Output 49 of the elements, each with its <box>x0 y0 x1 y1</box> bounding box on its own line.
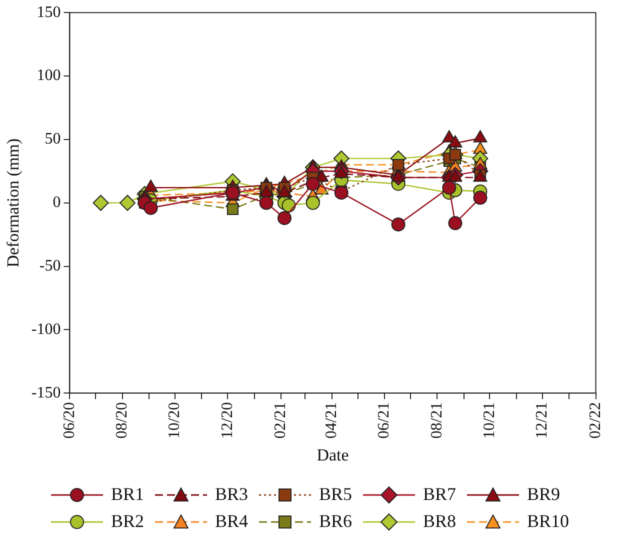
legend-label: BR10 <box>526 511 569 532</box>
point <box>448 135 462 148</box>
x-tick-label: 10/20 <box>166 402 184 439</box>
legend-label: BR1 <box>111 484 144 505</box>
y-tick-label: 150 <box>36 4 61 21</box>
x-tick-label: 10/21 <box>480 402 498 439</box>
point <box>120 194 136 211</box>
point <box>282 198 296 212</box>
point <box>392 159 404 171</box>
point <box>144 180 158 192</box>
x-tick-label: 02/22 <box>587 402 604 439</box>
x-tick-label: 08/20 <box>114 402 131 439</box>
y-tick-label: -100 <box>31 320 61 338</box>
point <box>334 186 348 200</box>
point <box>306 196 320 210</box>
legend-label: BR9 <box>527 484 560 505</box>
legend-label: BR6 <box>319 511 352 532</box>
point <box>442 180 456 195</box>
point <box>144 200 158 215</box>
point <box>391 217 406 232</box>
y-tick-label: 50 <box>44 130 61 148</box>
point <box>259 196 274 210</box>
point <box>473 190 488 205</box>
point <box>449 148 462 160</box>
x-tick-label: 12/21 <box>534 402 551 439</box>
legend-label: BR7 <box>423 484 456 505</box>
x-tick-label: 12/20 <box>218 402 236 439</box>
x-tick-label: 02/21 <box>272 402 290 439</box>
x-tick-label: 06/20 <box>60 402 78 439</box>
legend-label: BR5 <box>319 484 352 505</box>
y-tick-label: -50 <box>39 258 61 275</box>
x-axis-title: Date <box>316 445 349 464</box>
legend-label: BR4 <box>215 511 248 532</box>
x-tick-label: 04/21 <box>323 402 340 439</box>
legend-label: BR3 <box>215 484 248 505</box>
x-tick-label: 06/21 <box>376 402 393 439</box>
y-axis-title: Deformation (mm) <box>4 138 23 268</box>
y-tick-label: 0 <box>52 194 61 212</box>
x-tick-label: 08/21 <box>428 402 446 439</box>
point <box>473 130 488 142</box>
point <box>448 170 462 182</box>
legend-label: BR2 <box>111 511 144 532</box>
y-tick-label: -150 <box>31 384 61 402</box>
point <box>92 194 109 211</box>
point <box>277 211 292 226</box>
legend-label: BR8 <box>423 511 456 532</box>
point <box>448 216 462 230</box>
y-tick-label: 100 <box>36 67 61 84</box>
point <box>226 203 239 216</box>
